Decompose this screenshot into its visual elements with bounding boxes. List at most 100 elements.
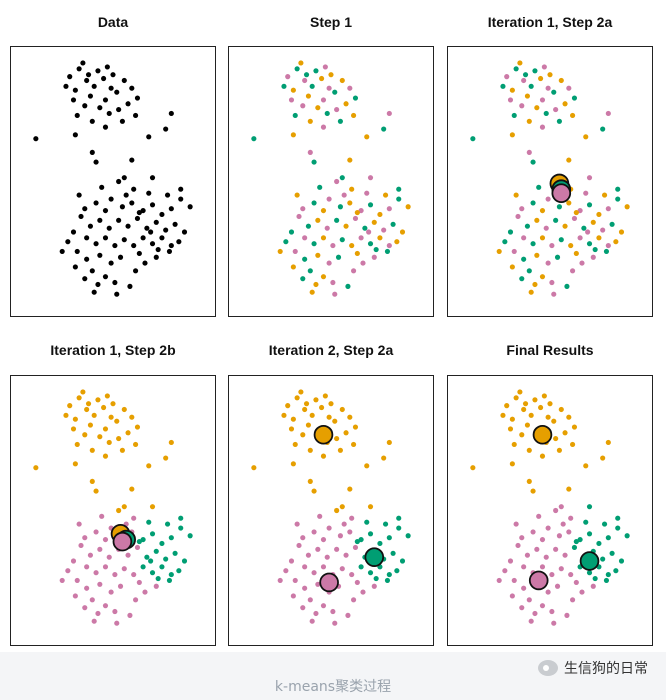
data-point-black [146,190,152,196]
centroid-green [364,547,385,567]
data-point-green [613,568,619,574]
data-point-black [131,186,137,192]
watermark-text: 生信狗的日常 [564,661,648,677]
data-point-green [292,112,298,119]
data-point-green [507,229,514,235]
data-point-pink [347,529,353,535]
data-point-black [136,210,142,216]
data-point-black [33,136,39,142]
data-point-green [281,83,287,89]
data-point-orange [292,441,298,448]
data-point-pink [545,260,551,266]
data-point-green [181,558,188,564]
scatter-plot-area [251,389,411,626]
data-point-green [362,225,368,231]
data-point-black [136,250,142,256]
data-point-green [532,68,538,74]
data-point-pink [564,612,570,618]
data-point-black [134,215,141,222]
data-point-pink [330,242,336,249]
data-point-pink [307,597,313,603]
data-point-black [168,206,174,212]
data-point-orange [303,401,310,407]
data-point-green [536,184,542,190]
data-point-green [178,525,184,531]
data-point-black [119,204,125,210]
data-point-pink [320,97,327,103]
data-point-pink [99,513,105,519]
data-point-pink [549,608,555,615]
data-point-green [390,221,396,227]
data-point-pink [605,206,611,212]
panel-title: Iteration 1, Step 2a [487,14,613,30]
data-point-pink [358,235,364,241]
data-point-pink [283,568,289,574]
data-point-black [153,219,159,225]
data-point-black [89,268,95,274]
data-point-pink [354,579,360,585]
data-point-orange [532,281,538,288]
data-point-orange [470,465,476,471]
data-point-green [405,533,411,539]
data-point-green [159,564,165,570]
data-point-black [116,178,122,185]
data-point-orange [524,93,530,99]
data-point-pink [549,571,555,578]
data-point-pink [343,552,349,558]
data-point-black [125,223,131,229]
data-point-orange [553,436,559,442]
data-point-green [317,184,323,190]
data-point-orange [386,439,392,446]
centroid-pink [112,531,133,552]
data-point-green [354,539,360,545]
data-point-orange [511,441,517,448]
data-point-black [106,110,112,117]
scatter-panel [447,375,653,646]
data-point-pink [324,554,330,560]
data-point-black [140,235,146,241]
data-point-green [596,540,602,547]
panel-title: Final Results [506,342,594,358]
data-point-green [601,521,608,527]
data-point-green [528,83,534,89]
data-point-pink [543,554,549,560]
scatter-plot-area [33,389,193,626]
data-point-black [82,206,88,212]
data-point-orange [102,426,109,432]
data-point-black [149,175,156,181]
data-point-orange [539,453,546,459]
data-point-pink [332,291,338,297]
data-point-pink [534,546,540,552]
data-point-orange [509,264,515,270]
centroid-pink [528,570,549,591]
data-point-black [93,241,99,247]
data-point-orange [351,441,357,448]
data-point-pink [545,85,551,91]
data-point-black [114,89,120,95]
data-point-orange [504,403,510,409]
data-point-orange [509,132,515,138]
data-point-orange [349,186,355,192]
data-point-green [144,554,150,560]
data-point-pink [551,620,557,626]
data-point-orange [354,250,360,256]
data-point-green [311,241,317,247]
data-point-green [337,204,343,210]
data-point-green [564,283,570,289]
data-point-green [367,202,374,208]
data-point-pink [300,535,306,541]
data-point-pink [131,515,137,521]
data-point-green [302,256,308,262]
data-point-green [502,239,508,245]
data-point-green [530,241,536,247]
data-point-pink [339,566,345,572]
data-point-orange [313,397,319,403]
data-point-green [149,570,156,576]
data-point-green [615,196,621,202]
data-point-orange [134,424,141,430]
data-point-orange [596,211,602,218]
data-point-black [187,204,193,210]
data-point-pink [89,597,95,603]
data-point-green [311,159,317,165]
data-point-green [603,577,610,583]
